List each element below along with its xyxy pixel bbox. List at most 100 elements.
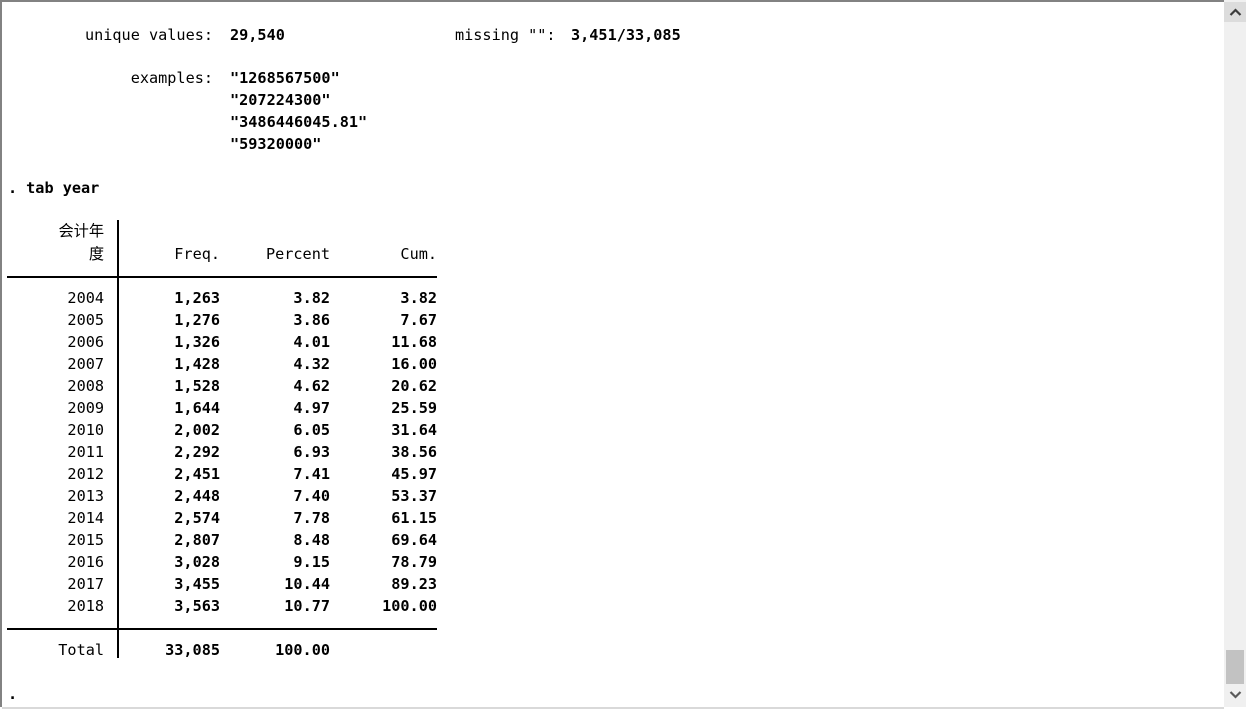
year-cell: 2005 [67,311,104,329]
percent-cell: 4.01 [293,333,330,351]
cum-cell: 45.97 [391,465,437,483]
cum-cell: 100.00 [382,597,437,615]
unique-values-value: 29,540 [230,26,285,44]
column-header-percent: Percent [265,245,330,263]
trailing-prompt: . [8,685,18,703]
freq-cell: 2,451 [174,465,220,483]
cum-cell: 31.64 [391,421,437,439]
cum-cell: 53.37 [391,487,437,505]
year-cell: 2013 [67,487,104,505]
command-line: . tab year [8,177,99,199]
column-header-cum: Cum. [400,245,437,263]
percent-cell: 4.62 [293,377,330,395]
year-cell: 2011 [67,443,104,461]
vertical-scrollbar[interactable] [1224,0,1246,707]
freq-cell: 1,528 [174,377,220,395]
year-cell: 2008 [67,377,104,395]
freq-cell: 1,263 [174,289,220,307]
year-cell: 2017 [67,575,104,593]
total-cum [330,639,437,661]
cum-cell: 69.64 [391,531,437,549]
cum-cell: 78.79 [391,553,437,571]
table-row: 2004 1,263 3.82 3.82 [8,287,437,309]
cum-cell: 11.68 [391,333,437,351]
percent-cell: 7.41 [293,465,330,483]
freq-cell: 2,292 [174,443,220,461]
year-cell: 2015 [67,531,104,549]
percent-cell: 6.05 [293,421,330,439]
year-cell: 2012 [67,465,104,483]
freq-cell: 1,326 [174,333,220,351]
chevron-up-icon [1229,1,1242,23]
freq-cell: 2,002 [174,421,220,439]
cum-cell: 25.59 [391,399,437,417]
percent-cell: 8.48 [293,531,330,549]
total-freq: 33,085 [165,641,220,659]
freq-cell: 1,276 [174,311,220,329]
table-row: 2011 2,292 6.93 38.56 [8,441,437,463]
freq-cell: 2,574 [174,509,220,527]
table-row: 2013 2,448 7.40 53.37 [8,485,437,507]
cum-cell: 7.67 [400,311,437,329]
chevron-down-icon [1229,683,1242,705]
table-row: 2016 3,028 9.15 78.79 [8,551,437,573]
example-value-4: "59320000" [230,135,322,153]
example-value-2: "207224300" [230,91,331,109]
total-label: Total [58,641,104,659]
table-row: 2017 3,455 10.44 89.23 [8,573,437,595]
table-row: 2007 1,428 4.32 16.00 [8,353,437,375]
freq-cell: 2,448 [174,487,220,505]
cum-cell: 16.00 [391,355,437,373]
table-row: 2005 1,276 3.86 7.67 [8,309,437,331]
scroll-up-button[interactable] [1224,2,1246,22]
cum-cell: 89.23 [391,575,437,593]
example-value-1: "1268567500" [230,69,340,87]
table-row: 2009 1,644 4.97 25.59 [8,397,437,419]
scroll-down-button[interactable] [1224,684,1246,704]
table-row: 2014 2,574 7.78 61.15 [8,507,437,529]
year-cell: 2006 [67,333,104,351]
scrollbar-thumb[interactable] [1226,650,1244,687]
freq-cell: 2,807 [174,531,220,549]
year-cell: 2010 [67,421,104,439]
percent-cell: 7.40 [293,487,330,505]
percent-cell: 4.97 [293,399,330,417]
example-value-3: "3486446045.81" [230,113,368,131]
table-vertical-rule [117,220,119,658]
freq-cell: 3,563 [174,597,220,615]
table-total-row: Total 33,085 100.00 [8,639,437,661]
percent-cell: 3.86 [293,311,330,329]
table-row: 2012 2,451 7.41 45.97 [8,463,437,485]
window-border-bottom [2,707,1224,709]
freq-cell: 3,455 [174,575,220,593]
examples-label: examples: [130,69,213,87]
cum-cell: 61.15 [391,509,437,527]
table-row: 2010 2,002 6.05 31.64 [8,419,437,441]
table-row: 2008 1,528 4.62 20.62 [8,375,437,397]
table-header-variable-line1: 会计年 [58,222,104,240]
table-header-row: 度 Freq. Percent Cum. [8,243,437,265]
percent-cell: 10.44 [284,575,330,593]
year-cell: 2009 [67,399,104,417]
cum-cell: 20.62 [391,377,437,395]
table-row: 2006 1,326 4.01 11.68 [8,331,437,353]
window-border-top [0,0,1224,2]
year-cell: 2016 [67,553,104,571]
table-header-rule [7,276,437,278]
percent-cell: 9.15 [293,553,330,571]
command-prompt: . [8,179,18,197]
unique-values-label: unique values: [84,26,213,44]
total-percent: 100.00 [275,641,330,659]
table-row: 2015 2,807 8.48 69.64 [8,529,437,551]
freq-cell: 3,028 [174,553,220,571]
freq-cell: 1,428 [174,355,220,373]
command-text: tab year [26,179,100,197]
percent-cell: 7.78 [293,509,330,527]
table-total-rule [7,628,437,630]
table-row: 2018 3,563 10.77 100.00 [8,595,437,617]
column-header-freq: Freq. [174,245,220,263]
percent-cell: 6.93 [293,443,330,461]
table-header-variable-line2: 度 [88,245,104,263]
window-border-left [0,0,2,707]
